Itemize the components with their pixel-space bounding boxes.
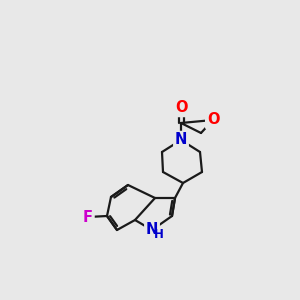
Text: N: N	[175, 133, 187, 148]
Text: O: O	[175, 100, 187, 116]
Text: N: N	[146, 223, 158, 238]
Text: H: H	[154, 229, 164, 242]
Text: F: F	[83, 209, 93, 224]
Text: O: O	[207, 112, 219, 128]
